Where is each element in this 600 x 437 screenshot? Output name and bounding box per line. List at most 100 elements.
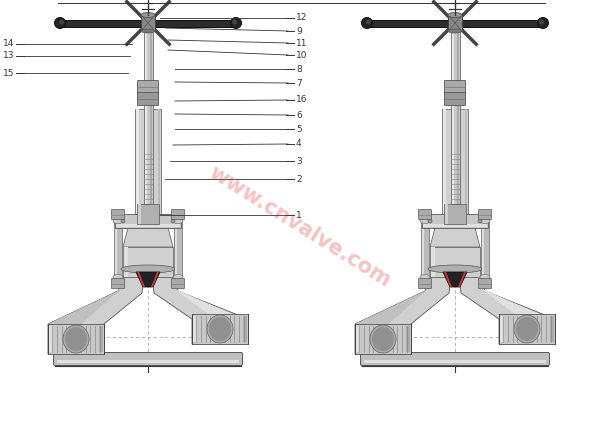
- FancyBboxPatch shape: [479, 278, 491, 288]
- Polygon shape: [459, 277, 555, 344]
- Bar: [430, 247, 480, 277]
- FancyBboxPatch shape: [479, 209, 491, 219]
- Ellipse shape: [478, 219, 482, 223]
- Bar: [124, 247, 128, 277]
- Polygon shape: [355, 277, 451, 354]
- Polygon shape: [367, 20, 543, 27]
- Polygon shape: [48, 277, 125, 349]
- Bar: [500, 316, 504, 342]
- Bar: [175, 219, 176, 279]
- Bar: [356, 326, 360, 352]
- Bar: [445, 204, 448, 224]
- Bar: [145, 31, 146, 204]
- Bar: [550, 316, 554, 342]
- Text: 7: 7: [296, 79, 302, 87]
- Bar: [114, 219, 122, 279]
- Bar: [115, 219, 116, 279]
- Bar: [421, 219, 429, 279]
- Ellipse shape: [59, 20, 64, 24]
- Bar: [422, 214, 488, 228]
- FancyBboxPatch shape: [112, 209, 125, 219]
- Ellipse shape: [538, 17, 548, 28]
- FancyBboxPatch shape: [172, 278, 185, 288]
- Ellipse shape: [516, 317, 538, 341]
- Polygon shape: [171, 277, 246, 339]
- Bar: [150, 31, 151, 204]
- Bar: [158, 109, 160, 214]
- Polygon shape: [137, 272, 145, 287]
- Ellipse shape: [209, 317, 231, 341]
- Bar: [137, 204, 159, 224]
- Bar: [465, 109, 467, 214]
- Ellipse shape: [420, 274, 430, 280]
- Text: 8: 8: [296, 65, 302, 73]
- Text: www.cnvalve.com: www.cnvalve.com: [205, 163, 395, 291]
- FancyBboxPatch shape: [172, 209, 185, 219]
- Polygon shape: [444, 272, 452, 287]
- Bar: [174, 219, 182, 279]
- Ellipse shape: [207, 315, 233, 343]
- FancyBboxPatch shape: [445, 93, 466, 105]
- Bar: [99, 326, 103, 352]
- Bar: [115, 214, 181, 228]
- FancyBboxPatch shape: [419, 278, 431, 288]
- Text: 14: 14: [2, 39, 14, 49]
- Bar: [48, 324, 104, 354]
- Text: 15: 15: [2, 69, 14, 77]
- FancyBboxPatch shape: [137, 80, 158, 94]
- Bar: [443, 109, 446, 214]
- FancyBboxPatch shape: [445, 80, 466, 94]
- Polygon shape: [443, 272, 467, 287]
- Ellipse shape: [372, 327, 394, 351]
- Text: 10: 10: [296, 51, 308, 59]
- Polygon shape: [60, 20, 236, 27]
- Text: 5: 5: [296, 125, 302, 133]
- Text: 1: 1: [296, 211, 302, 219]
- Polygon shape: [141, 15, 155, 31]
- Ellipse shape: [173, 274, 183, 280]
- Ellipse shape: [428, 219, 432, 223]
- Bar: [442, 109, 468, 214]
- Ellipse shape: [480, 218, 490, 223]
- Polygon shape: [478, 277, 553, 339]
- Polygon shape: [430, 224, 480, 247]
- Polygon shape: [136, 272, 160, 287]
- Text: 2: 2: [296, 174, 302, 184]
- Text: 13: 13: [2, 52, 14, 60]
- Polygon shape: [48, 277, 144, 354]
- Ellipse shape: [514, 315, 540, 343]
- Text: 11: 11: [296, 38, 308, 48]
- Bar: [481, 219, 489, 279]
- Polygon shape: [448, 15, 462, 31]
- Ellipse shape: [121, 219, 125, 223]
- Ellipse shape: [420, 218, 430, 223]
- Ellipse shape: [113, 218, 123, 223]
- Polygon shape: [123, 224, 173, 247]
- Text: 12: 12: [296, 14, 307, 22]
- FancyBboxPatch shape: [137, 93, 158, 105]
- Text: 9: 9: [296, 27, 302, 35]
- FancyBboxPatch shape: [53, 353, 242, 365]
- Ellipse shape: [141, 13, 155, 17]
- Ellipse shape: [539, 20, 544, 24]
- Bar: [431, 247, 435, 277]
- Polygon shape: [355, 277, 432, 349]
- Text: 6: 6: [296, 111, 302, 119]
- Text: 4: 4: [296, 139, 302, 149]
- Bar: [355, 324, 411, 354]
- Bar: [364, 360, 546, 363]
- Bar: [452, 31, 454, 204]
- Ellipse shape: [366, 20, 371, 24]
- FancyBboxPatch shape: [112, 278, 125, 288]
- Bar: [123, 247, 173, 277]
- Bar: [135, 109, 161, 214]
- Bar: [116, 224, 180, 227]
- Ellipse shape: [370, 325, 396, 353]
- Ellipse shape: [113, 274, 123, 280]
- Ellipse shape: [141, 29, 155, 33]
- Bar: [57, 360, 239, 363]
- Ellipse shape: [55, 17, 65, 28]
- Bar: [482, 219, 484, 279]
- Polygon shape: [458, 272, 466, 287]
- Bar: [444, 204, 466, 224]
